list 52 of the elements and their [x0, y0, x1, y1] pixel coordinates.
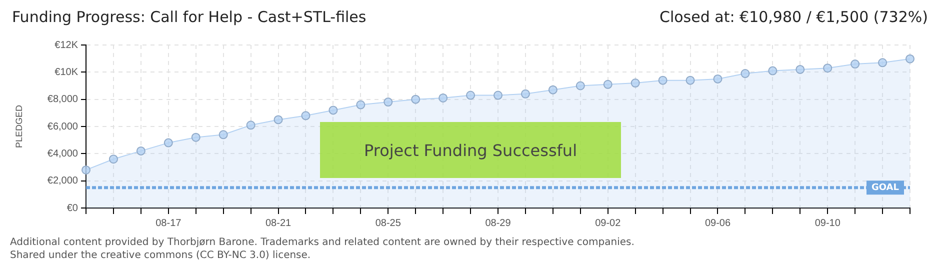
point [384, 98, 393, 107]
point [520, 89, 530, 98]
y-tick-label: €4,000 [47, 148, 78, 160]
point [603, 80, 612, 89]
y-tick-label: €8,000 [47, 94, 78, 106]
point [658, 76, 668, 85]
point [494, 90, 502, 100]
text: Shared under the creative commons (CC BY-NC 3.0) license. [10, 249, 312, 262]
y-axis-title: PLEDGED [14, 104, 24, 148]
x-tick-label: 08-17 [156, 218, 182, 229]
point [630, 78, 640, 88]
banner: Project Funding Successful [320, 122, 621, 178]
point [878, 58, 888, 68]
y-tick-label: €2,000 [47, 176, 78, 187]
chart-title: Funding Progress: Call for Help - Cast+STL-files [12, 8, 366, 26]
y-tick-label: €6,000 [47, 121, 78, 132]
x-tick-label: 08-21 [265, 218, 292, 229]
point [164, 138, 173, 148]
point [906, 54, 914, 64]
point [356, 100, 366, 110]
x-tick-label: 09-02 [595, 218, 622, 229]
ref-line-label: GOAL [872, 182, 900, 193]
y-tick-label: €0 [66, 202, 78, 214]
point [191, 132, 200, 142]
point [82, 165, 90, 174]
point [108, 154, 118, 164]
point [218, 130, 228, 140]
chart-subtitle: Closed at: €10,980 / €1,500 (732%) [659, 8, 928, 26]
text: Additional content provided by Thorbjørn Barone. Trademarks and related content are owned by their respective companies. [10, 236, 634, 249]
point [274, 115, 283, 124]
point [823, 64, 832, 73]
y-tick-label: €10K [54, 66, 78, 78]
point [136, 146, 146, 156]
x-tick-label: 08-29 [485, 218, 512, 229]
point [548, 85, 558, 94]
point [796, 64, 805, 74]
point [740, 69, 750, 78]
y-tick-label: €12K [54, 40, 78, 51]
point [686, 76, 695, 85]
point [301, 111, 310, 120]
x-tick-label: 09-10 [814, 218, 841, 229]
point [438, 93, 448, 102]
point [411, 94, 420, 104]
point [850, 60, 860, 69]
point [713, 74, 722, 84]
point [768, 66, 778, 76]
x-tick-label: 09-06 [704, 218, 731, 229]
point [576, 81, 585, 90]
point [466, 90, 476, 100]
x-tick-label: 08-25 [375, 218, 402, 229]
point [328, 106, 338, 115]
point [246, 120, 256, 130]
